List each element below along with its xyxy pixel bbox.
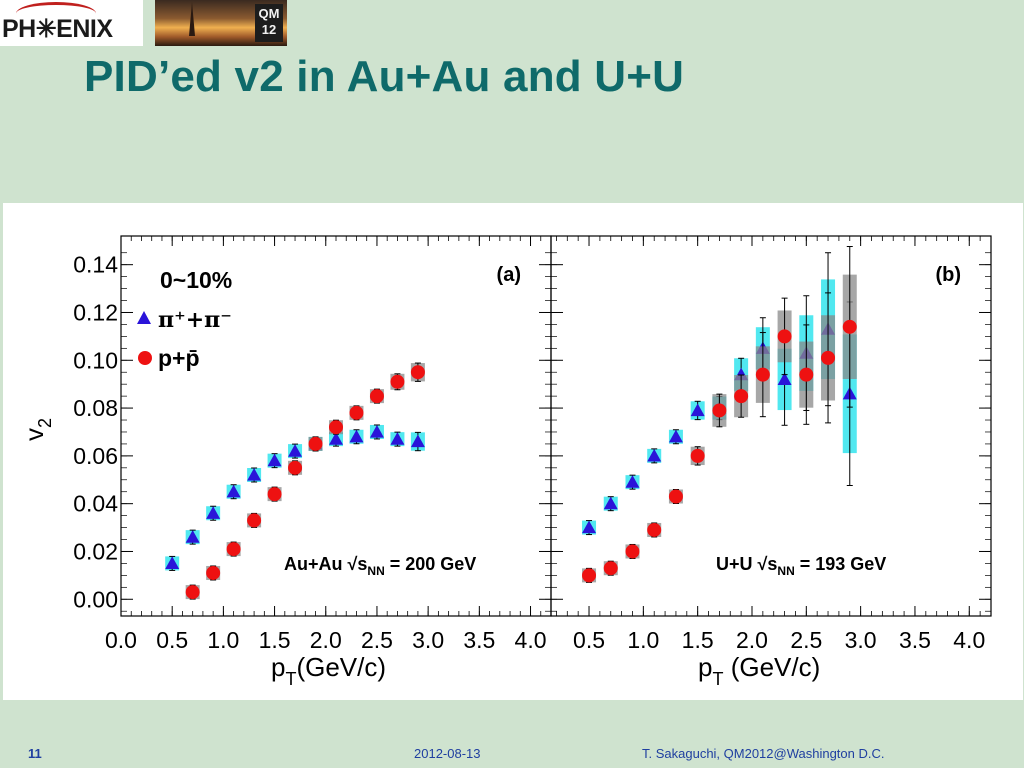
x-tick-label: 0.5 bbox=[156, 627, 188, 653]
legend-pion-label: π⁺+π⁻ bbox=[158, 307, 232, 333]
proton-marker bbox=[308, 436, 323, 451]
proton-marker bbox=[582, 568, 597, 583]
proton-marker bbox=[349, 405, 364, 420]
y-tick-label: 0.08 bbox=[73, 395, 118, 421]
x-tick-label: 1.0 bbox=[207, 627, 239, 653]
slide-title: PID’ed v2 in Au+Au and U+U bbox=[84, 52, 685, 101]
proton-marker bbox=[690, 448, 705, 463]
x-tick-label: 0.0 bbox=[105, 627, 137, 653]
pion-marker bbox=[247, 467, 262, 481]
proton-marker bbox=[226, 542, 241, 557]
x-tick-label: 3.0 bbox=[845, 627, 877, 653]
pion-marker bbox=[185, 530, 200, 543]
x-axis-label: pT(GeV/c) bbox=[271, 652, 386, 689]
pion-marker bbox=[582, 520, 597, 534]
proton-marker bbox=[369, 389, 384, 404]
proton-marker bbox=[821, 350, 836, 365]
conference-photo: QM 12 bbox=[155, 0, 287, 46]
pion-marker bbox=[267, 453, 282, 467]
proton-marker bbox=[329, 420, 343, 435]
x-tick-label: 4.0 bbox=[953, 627, 985, 653]
legend-proton-marker bbox=[138, 351, 152, 365]
system-label: Au+Au √sNN = 200 GeV bbox=[284, 554, 476, 578]
x-tick-label: 2.0 bbox=[310, 627, 342, 653]
proton-marker bbox=[734, 389, 749, 404]
proton-marker bbox=[647, 522, 662, 537]
proton-marker bbox=[755, 367, 770, 382]
x-tick-label: 2.5 bbox=[361, 627, 393, 653]
proton-marker bbox=[625, 544, 640, 559]
y-tick-label: 0.12 bbox=[73, 299, 118, 325]
x-tick-label: 4.0 bbox=[515, 627, 547, 653]
pion-marker bbox=[410, 434, 425, 448]
legend-centrality: 0~10% bbox=[160, 267, 232, 293]
phenix-logo: PH✳ENIX bbox=[0, 0, 143, 46]
x-tick-label: 3.5 bbox=[463, 627, 495, 653]
slide-number: 11 bbox=[28, 746, 42, 761]
pion-marker bbox=[206, 506, 221, 519]
x-tick-label: 1.5 bbox=[259, 627, 291, 653]
proton-marker bbox=[267, 487, 282, 502]
legend-proton-label: p+p̄ bbox=[158, 345, 200, 371]
footer-author: T. Sakaguchi, QM2012@Washington D.C. bbox=[642, 746, 885, 761]
x-tick-label: 1.0 bbox=[627, 627, 659, 653]
pion-marker bbox=[690, 403, 705, 417]
qm12-badge: QM 12 bbox=[255, 4, 283, 42]
x-tick-label: 1.5 bbox=[682, 627, 714, 653]
logo-text: PH✳ENIX bbox=[2, 15, 113, 43]
footer-date: 2012-08-13 bbox=[414, 746, 481, 761]
proton-marker bbox=[247, 513, 262, 528]
proton-marker bbox=[668, 489, 683, 504]
pion-marker bbox=[390, 432, 405, 445]
pion-marker bbox=[369, 424, 384, 438]
x-tick-label: 2.5 bbox=[790, 627, 822, 653]
pion-marker bbox=[349, 429, 364, 443]
proton-marker bbox=[206, 565, 221, 580]
x-tick-label: 2.0 bbox=[736, 627, 768, 653]
proton-marker bbox=[288, 460, 303, 475]
monument-silhouette bbox=[189, 2, 195, 36]
panel-label: (a) bbox=[497, 264, 521, 286]
proton-marker bbox=[799, 367, 814, 382]
pion-marker bbox=[668, 429, 683, 443]
proton-marker bbox=[410, 365, 425, 380]
y-tick-label: 0.04 bbox=[73, 491, 118, 517]
y-tick-label: 0.02 bbox=[73, 538, 118, 564]
y-tick-label: 0.06 bbox=[73, 443, 118, 469]
pion-marker bbox=[288, 444, 303, 457]
pion-marker bbox=[777, 372, 792, 385]
y-axis-label: v2 bbox=[19, 418, 55, 441]
x-tick-label: 3.0 bbox=[412, 627, 444, 653]
legend-pion-marker bbox=[137, 311, 151, 324]
figure-panel: 0.0 0.5 1.0 1.5 2.0 2.5 3.0 3.5 4.0 0.00 0.02 0.04 0… bbox=[3, 203, 1023, 700]
proton-marker bbox=[777, 329, 792, 344]
y-tick-label: 0.10 bbox=[73, 347, 118, 373]
proton-marker bbox=[712, 403, 727, 418]
pion-marker bbox=[625, 475, 640, 488]
pion-marker bbox=[647, 448, 662, 462]
y-tick-label: 0.14 bbox=[73, 252, 118, 278]
proton-marker bbox=[842, 319, 857, 334]
pion-marker bbox=[603, 496, 618, 510]
proton-marker bbox=[185, 585, 200, 600]
x-tick-label: 0.5 bbox=[573, 627, 605, 653]
proton-marker bbox=[603, 561, 618, 576]
pion-marker bbox=[165, 556, 180, 570]
pion-marker bbox=[226, 484, 241, 498]
system-label: U+U √sNN = 193 GeV bbox=[716, 554, 886, 578]
y-tick-label: 0.00 bbox=[73, 586, 118, 612]
plot-frame-2 bbox=[550, 235, 992, 617]
proton-marker bbox=[390, 374, 405, 389]
pion-marker bbox=[329, 432, 343, 445]
panel-label: (b) bbox=[935, 264, 961, 286]
v2-chart-svg: 0.0 0.5 1.0 1.5 2.0 2.5 3.0 3.5 4.0 0.00 0.02 0.04 0… bbox=[19, 235, 992, 689]
x-tick-label: 3.5 bbox=[899, 627, 931, 653]
x-axis-label: pT (GeV/c) bbox=[698, 652, 820, 689]
logo-arc bbox=[16, 2, 96, 25]
